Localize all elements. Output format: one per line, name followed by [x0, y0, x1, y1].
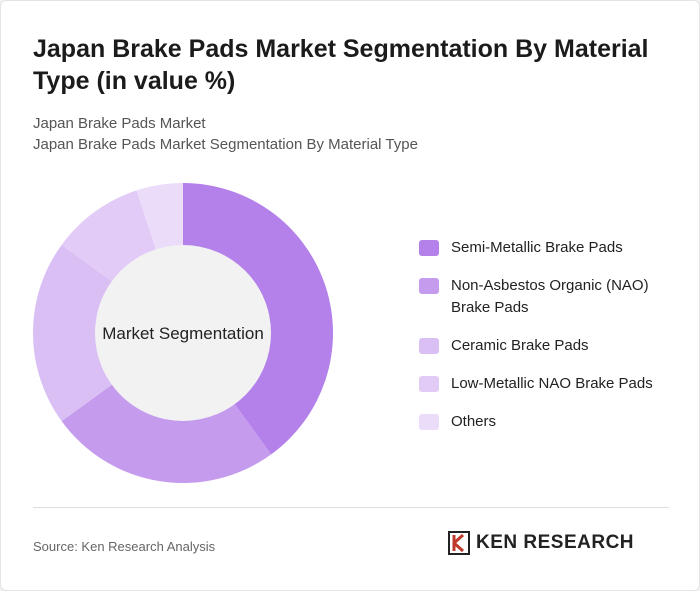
legend: Semi-Metallic Brake Pads Non-Asbestos Org… [419, 237, 691, 449]
subtitle-market: Japan Brake Pads Market [33, 115, 206, 132]
legend-label: Others [451, 413, 497, 430]
legend-label: Low-Metallic NAO Brake Pads [451, 375, 653, 392]
legend-swatch [419, 376, 439, 392]
legend-item: Low-Metallic NAO Brake Pads [419, 373, 691, 395]
donut-chart: Market Segmentation [32, 183, 333, 483]
legend-swatch [419, 414, 439, 430]
divider [33, 507, 669, 508]
legend-swatch [419, 240, 439, 256]
legend-label: Ceramic Brake Pads [451, 337, 589, 354]
subtitle-segmentation: Japan Brake Pads Market Segmentation By … [33, 136, 418, 153]
logo-text: KEN RESEARCH [476, 532, 635, 553]
ken-research-logo: KEN RESEARCH [448, 531, 634, 555]
legend-label: Semi-Metallic Brake Pads [451, 239, 623, 256]
source-note: Source: Ken Research Analysis [33, 539, 216, 554]
legend-label: Non-Asbestos Organic (NAO) Brake Pads [451, 277, 649, 316]
legend-item: Ceramic Brake Pads [419, 335, 691, 357]
legend-swatch [419, 278, 439, 294]
legend-item: Semi-Metallic Brake Pads [419, 237, 691, 259]
legend-item: Non-Asbestos Organic (NAO) Brake Pads [419, 275, 691, 319]
legend-item: Others [419, 411, 691, 433]
legend-swatch [419, 338, 439, 354]
chart-title: Japan Brake Pads Market Segmentation By … [33, 35, 649, 95]
ken-logo-icon [448, 531, 470, 555]
donut-center [95, 245, 271, 421]
center-label: Market Segmentation [102, 324, 264, 343]
